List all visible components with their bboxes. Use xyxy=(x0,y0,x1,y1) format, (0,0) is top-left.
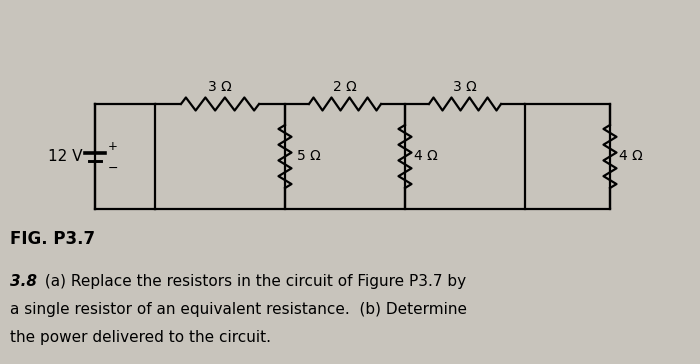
Text: 3 Ω: 3 Ω xyxy=(208,80,232,94)
Text: 4 Ω: 4 Ω xyxy=(414,150,438,163)
Text: 3 Ω: 3 Ω xyxy=(453,80,477,94)
Text: 12 V: 12 V xyxy=(48,149,83,164)
Text: FIG. P3.7: FIG. P3.7 xyxy=(10,230,95,248)
Text: 3.8: 3.8 xyxy=(10,274,37,289)
Text: 5 Ω: 5 Ω xyxy=(297,150,321,163)
Text: +: + xyxy=(108,140,118,153)
Text: the power delivered to the circuit.: the power delivered to the circuit. xyxy=(10,330,271,345)
Text: a single resistor of an equivalent resistance.  (b) Determine: a single resistor of an equivalent resis… xyxy=(10,302,467,317)
Text: 4 Ω: 4 Ω xyxy=(619,150,643,163)
Text: (a) Replace the resistors in the circuit of Figure P3.7 by: (a) Replace the resistors in the circuit… xyxy=(40,274,466,289)
Text: −: − xyxy=(108,162,118,175)
Text: 2 Ω: 2 Ω xyxy=(333,80,357,94)
